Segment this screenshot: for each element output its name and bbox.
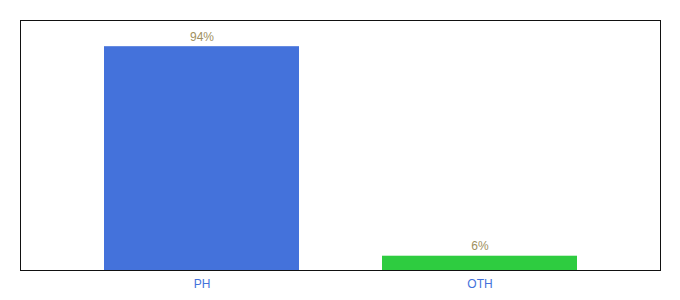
svg-text:PH: PH [194, 277, 211, 291]
svg-text:6%: 6% [471, 239, 489, 253]
svg-text:OTH: OTH [467, 277, 492, 291]
svg-text:94%: 94% [190, 30, 214, 44]
